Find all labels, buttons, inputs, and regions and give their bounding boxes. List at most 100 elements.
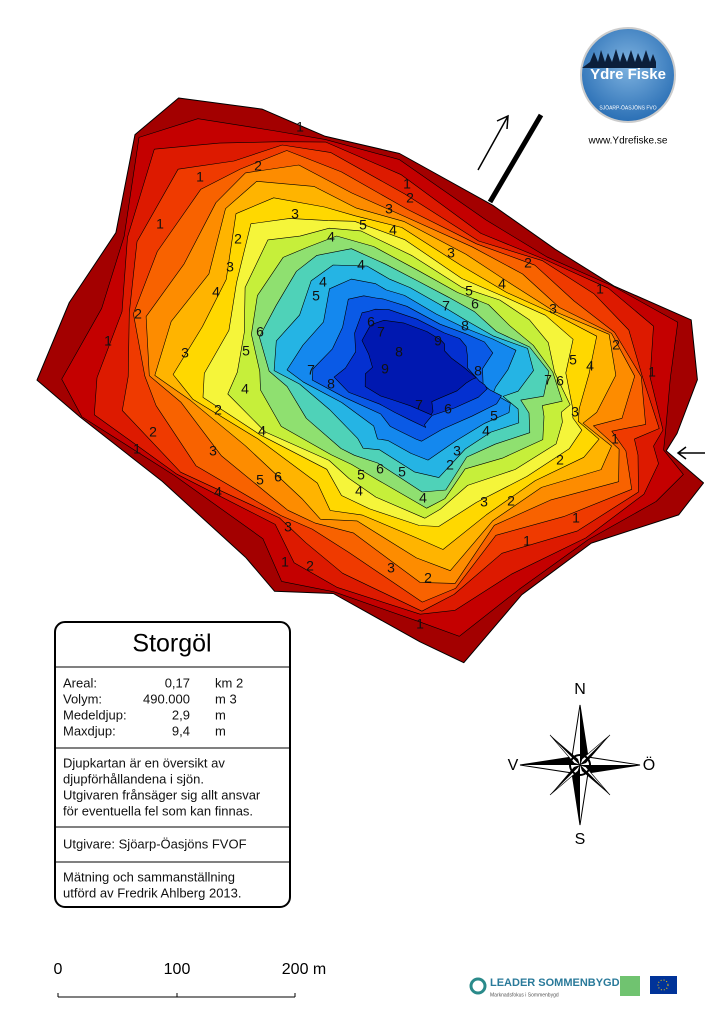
depth-label: 4	[214, 484, 222, 500]
depth-label: 5	[256, 472, 264, 488]
depth-label: 4	[327, 229, 335, 245]
depth-label: 4	[482, 423, 490, 439]
depth-label: 8	[474, 363, 482, 379]
depth-label: 2	[306, 558, 314, 574]
scale-bar: 0 100 200 m	[54, 961, 326, 998]
depth-label: 2	[612, 337, 620, 353]
depth-label: 8	[395, 344, 403, 360]
depth-label: 3	[480, 494, 488, 510]
logo-subtitle: SJÖARP-ÖASJÖNS FVO	[599, 104, 656, 111]
leader-sub: Marknadsfokus i Sommenbygd	[490, 992, 559, 998]
depth-label: 4	[389, 222, 397, 238]
depth-label: 3	[209, 443, 217, 459]
depth-label: 1	[611, 431, 619, 447]
depth-label: 1	[156, 216, 164, 232]
compass-north: N	[574, 681, 586, 698]
depth-label: 3	[549, 301, 557, 317]
depth-label: 4	[241, 381, 249, 397]
depth-label: 6	[256, 324, 264, 340]
credits: utförd av Fredrik Ahlberg 2013.	[63, 885, 242, 900]
depth-label: 1	[523, 533, 531, 549]
flow-arrow	[477, 114, 509, 171]
logo-title: Ydre Fiske	[590, 66, 666, 83]
logo: Ydre Fiske SJÖARP-ÖASJÖNS FVO	[580, 27, 676, 123]
inlet	[487, 113, 544, 204]
depth-label: 5	[490, 408, 498, 424]
depth-label: 5	[465, 283, 473, 299]
depth-label: 3	[284, 519, 292, 535]
depth-label: 2	[507, 493, 515, 509]
stat-unit: km 2	[215, 675, 243, 690]
lake-name: Storgöl	[132, 630, 211, 658]
info-box: Storgöl Areal: 0,17 km 2 Volym: 490.000 m 3 Me…	[54, 621, 291, 908]
stat-unit: m	[215, 707, 226, 722]
disclaimer: Utgivaren frånsäger sig allt ansvar	[63, 787, 261, 802]
depth-label: 3	[226, 259, 234, 275]
depth-labels: 1111111111111222222222222233333333333344…	[104, 119, 656, 632]
depth-label: 3	[387, 560, 395, 576]
stat-value: 9,4	[172, 723, 190, 738]
depth-label: 6	[376, 461, 384, 477]
depth-label: 9	[381, 361, 389, 377]
depth-label: 5	[359, 217, 367, 233]
depth-label: 6	[471, 296, 479, 312]
depth-label: 2	[134, 306, 142, 322]
depth-label: 1	[296, 119, 304, 135]
stat-value: 0,17	[165, 675, 190, 690]
publisher: Utgivare: Sjöarp-Öasjöns FVOF	[63, 836, 247, 851]
depth-label: 4	[419, 490, 427, 506]
depth-label: 4	[586, 358, 594, 374]
depth-label: 3	[447, 245, 455, 261]
depth-label: 1	[572, 510, 580, 526]
depth-label: 5	[312, 288, 320, 304]
credits: Mätning och sammanställning	[63, 869, 235, 884]
depth-label: 2	[556, 452, 564, 468]
stat-value: 2,9	[172, 707, 190, 722]
depth-label: 4	[357, 257, 365, 273]
depth-label: 5	[357, 467, 365, 483]
depth-label: 4	[498, 276, 506, 292]
compass-east: Ö	[643, 756, 655, 774]
depth-label: 2	[524, 255, 532, 271]
depth-label: 4	[258, 423, 266, 439]
compass-west: V	[508, 757, 519, 774]
depth-label: 3	[453, 443, 461, 459]
depth-label: 4	[355, 483, 363, 499]
depth-label: 1	[648, 364, 656, 380]
disclaimer: för eventuella fel som kan finnas.	[63, 803, 253, 818]
depth-label: 2	[234, 231, 242, 247]
lake	[36, 97, 704, 664]
sponsors: LEADER SOMMENBYGD Marknadsfokus i Sommen…	[469, 976, 677, 998]
depth-label: 8	[327, 376, 335, 392]
depth-label: 3	[181, 345, 189, 361]
scale-label: 0	[54, 961, 63, 978]
depth-label: 7	[377, 324, 385, 340]
depth-label: 3	[385, 201, 393, 217]
stat-value: 490.000	[143, 691, 190, 706]
compass-rose	[519, 704, 641, 826]
depth-label: 6	[556, 373, 564, 389]
depth-label: 1	[403, 176, 411, 192]
depth-label: 5	[398, 464, 406, 480]
depth-label: 2	[254, 158, 262, 174]
flow-arrow	[676, 446, 705, 460]
depth-label: 7	[442, 298, 450, 314]
depth-label: 2	[446, 457, 454, 473]
depth-label: 4	[212, 284, 220, 300]
depth-label: 4	[319, 274, 327, 290]
depth-label: 1	[596, 281, 604, 297]
depth-zone	[361, 319, 477, 416]
depth-label: 2	[149, 424, 157, 440]
depth-label: 1	[416, 616, 424, 632]
depth-label: 1	[196, 169, 204, 185]
depth-label: 3	[571, 404, 579, 420]
depth-label: 6	[274, 469, 282, 485]
depth-label: 5	[569, 352, 577, 368]
scale-label: 200 m	[282, 961, 326, 978]
disclaimer: djupförhållandena i sjön.	[63, 771, 204, 786]
compass-south: S	[575, 831, 586, 848]
depth-label: 5	[242, 343, 250, 359]
depth-label: 7	[307, 362, 315, 378]
depth-label: 3	[291, 206, 299, 222]
